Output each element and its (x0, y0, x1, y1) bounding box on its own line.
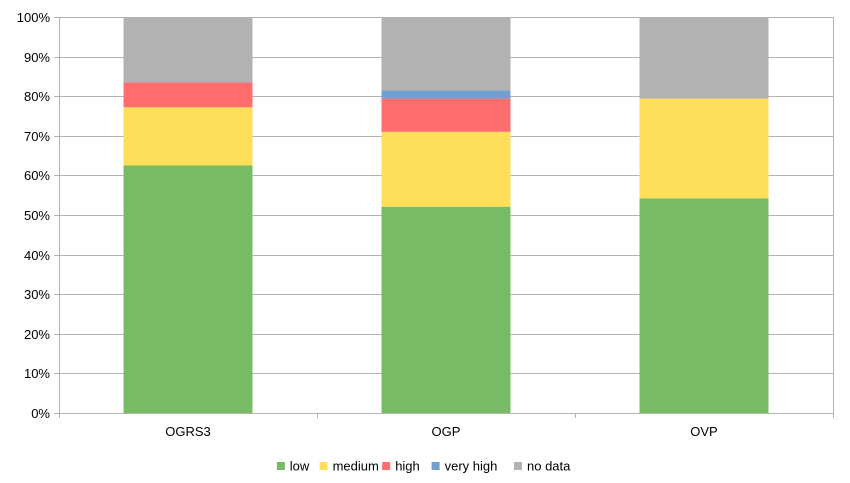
y-tick-label: 50% (24, 208, 50, 223)
bar-segment-high (381, 98, 511, 132)
x-tick-label: OGRS3 (165, 424, 211, 439)
x-tick-label: OVP (690, 424, 717, 439)
legend-swatch (514, 462, 522, 470)
y-tick-label: 70% (24, 129, 50, 144)
axes: 0% 10% 20% 30% 40% 50% 60% 70% 80% 90% 100% OGRS3 OG… (17, 10, 718, 439)
legend-swatch (276, 462, 285, 470)
y-tick-label: 0% (31, 406, 50, 421)
bar-segment-medium (381, 131, 511, 207)
bar-segment-no-data (381, 17, 511, 91)
y-tick-label: 80% (24, 89, 50, 104)
y-tick-label: 40% (24, 248, 50, 263)
y-tick-label: 90% (24, 50, 50, 65)
legend-label: very high (445, 459, 498, 474)
y-tick-label: 60% (24, 168, 50, 183)
bar-segment-low (381, 206, 511, 413)
bar-segment-low (123, 165, 253, 413)
legend-label: no data (527, 459, 571, 474)
y-tick-label: 30% (24, 287, 50, 302)
y-tick-label: 10% (24, 366, 50, 381)
legend-label: medium (333, 459, 379, 474)
bars (123, 17, 769, 413)
legend: low medium high very high no data (276, 459, 571, 474)
bar-segment-high (123, 82, 253, 108)
bar-segment-very-high (381, 90, 511, 99)
bar-segment-medium (639, 98, 769, 199)
legend-swatch (382, 462, 391, 470)
legend-label: high (395, 459, 420, 474)
bar-segment-medium (123, 107, 253, 166)
bar-segment-no-data (639, 17, 769, 99)
legend-swatch (431, 462, 440, 470)
bar-segment-no-data (123, 17, 253, 83)
legend-swatch (319, 462, 328, 470)
x-tick-label: OGP (432, 424, 461, 439)
bar-segment-low (639, 198, 769, 413)
y-tick-label: 100% (17, 10, 51, 25)
legend-label: low (290, 459, 310, 474)
y-tick-label: 20% (24, 327, 50, 342)
